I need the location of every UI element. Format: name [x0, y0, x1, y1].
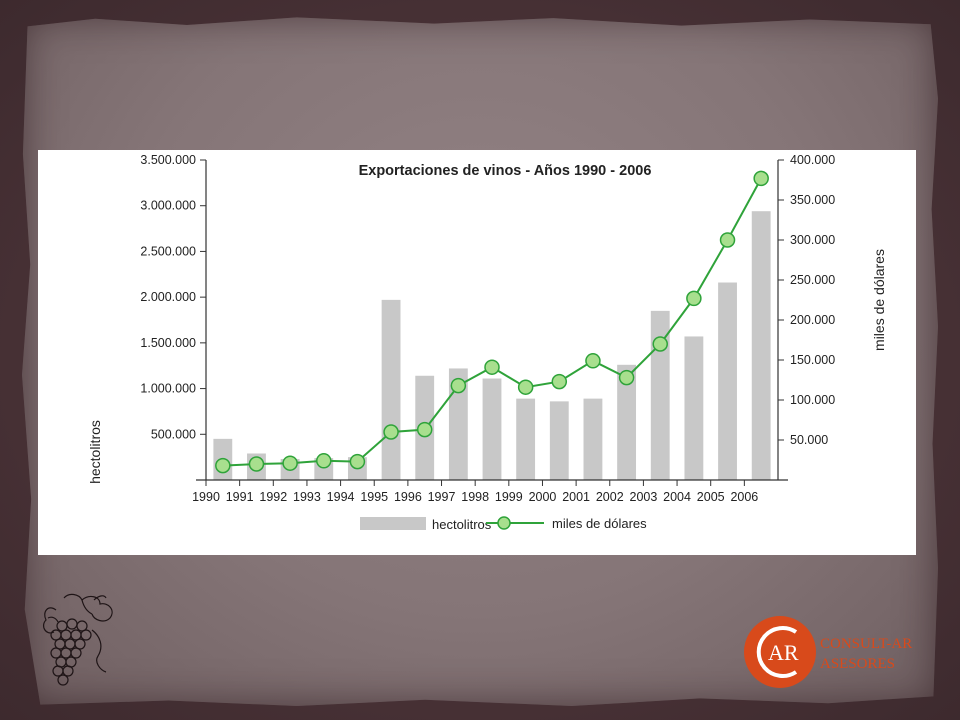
bar-2005 [718, 282, 737, 480]
left-tick-label: 3.500.000 [140, 153, 196, 167]
x-tick-label: 1994 [327, 490, 355, 504]
right-tick-label: 150.000 [790, 353, 835, 367]
logo-line-1: CONSULT-AR [820, 636, 912, 652]
bar-2003 [650, 310, 670, 480]
x-tick-label: 1990 [192, 490, 220, 504]
bars-layer [213, 211, 771, 480]
x-tick-label: 2005 [697, 490, 725, 504]
bar-1999 [516, 398, 536, 480]
point-1990 [215, 457, 231, 474]
x-tick-label: 2004 [663, 490, 691, 504]
logo-monogram: AR [768, 640, 799, 665]
ticks-layer: 500.000 1.000.000 1.500.000 2.000.000 2.500.… [140, 153, 835, 504]
x-tick-label: 1998 [461, 490, 489, 504]
legend-label-miles-de-dolares: miles de dólares [552, 516, 647, 531]
left-tick-label: 1.500.000 [140, 336, 196, 350]
point-2002 [618, 369, 635, 386]
point-2001 [585, 353, 601, 369]
right-tick-label: 350.000 [790, 193, 835, 207]
left-tick-label: 1.000.000 [140, 382, 196, 396]
x-tick-label: 1991 [226, 490, 254, 504]
left-tick-label: 2.000.000 [140, 290, 196, 304]
x-tick-label: 1999 [495, 490, 523, 504]
point-2004 [686, 290, 702, 307]
point-2006 [753, 170, 769, 187]
consult-ar-logo: AR CONSULT-AR ASESORES [744, 616, 912, 688]
point-1999 [517, 379, 534, 395]
grape-cluster-icon [42, 593, 113, 686]
legend-bar-swatch [360, 517, 426, 530]
right-tick-label: 100.000 [790, 393, 835, 407]
right-tick-label: 400.000 [790, 153, 835, 167]
x-tick-label: 1992 [259, 490, 287, 504]
right-axis-title: miles de dólares [871, 249, 887, 351]
right-tick-label: 250.000 [790, 273, 835, 287]
left-tick-label: 2.500.000 [140, 244, 196, 258]
bar-1995 [381, 299, 401, 480]
bar-2002 [617, 364, 637, 480]
x-tick-label: 2000 [529, 490, 557, 504]
x-tick-label: 1993 [293, 490, 321, 504]
chart-title: Exportaciones de vinos - Años 1990 - 200… [359, 163, 652, 179]
point-1992 [282, 455, 298, 471]
left-tick-label: 500.000 [151, 427, 196, 441]
x-tick-label: 2002 [596, 490, 624, 504]
right-tick-label: 200.000 [790, 313, 835, 327]
logo-line-2: ASESORES [820, 656, 895, 672]
legend: hectolitros miles de dólares [360, 516, 647, 532]
point-2003 [652, 336, 668, 352]
point-1996 [416, 421, 433, 438]
legend-label-hectolitros: hectolitros [432, 517, 492, 532]
x-tick-label: 2003 [630, 490, 658, 504]
chart-panel: Exportaciones de vinos - Años 1990 - 200… [38, 150, 916, 555]
export-chart: Exportaciones de vinos - Años 1990 - 200… [87, 153, 887, 532]
point-1993 [316, 453, 332, 469]
x-tick-label: 2001 [562, 490, 590, 504]
right-tick-label: 50.000 [790, 433, 828, 447]
logo-c-arc [756, 626, 798, 678]
legend-marker-swatch [497, 516, 511, 530]
point-1997 [450, 377, 467, 394]
bar-2006 [751, 211, 771, 480]
point-1998 [484, 359, 500, 375]
bar-2001 [583, 398, 603, 480]
x-tick-label: 1997 [428, 490, 456, 504]
bar-2000 [549, 401, 569, 480]
point-2005 [719, 232, 736, 248]
point-1991 [248, 456, 265, 472]
bar-1997 [448, 368, 468, 480]
bar-1998 [482, 378, 502, 480]
line-layer [215, 170, 769, 474]
left-tick-label: 3.000.000 [140, 199, 196, 213]
point-2000 [551, 373, 568, 390]
point-1995 [383, 424, 399, 440]
left-axis-title: hectolitros [87, 420, 103, 484]
x-tick-label: 1995 [360, 490, 388, 504]
right-tick-label: 300.000 [790, 233, 835, 247]
logo-circle [744, 616, 816, 688]
bar-2004 [684, 336, 704, 480]
x-tick-label: 1996 [394, 490, 422, 504]
point-1994 [349, 453, 366, 470]
x-tick-label: 2006 [730, 490, 758, 504]
